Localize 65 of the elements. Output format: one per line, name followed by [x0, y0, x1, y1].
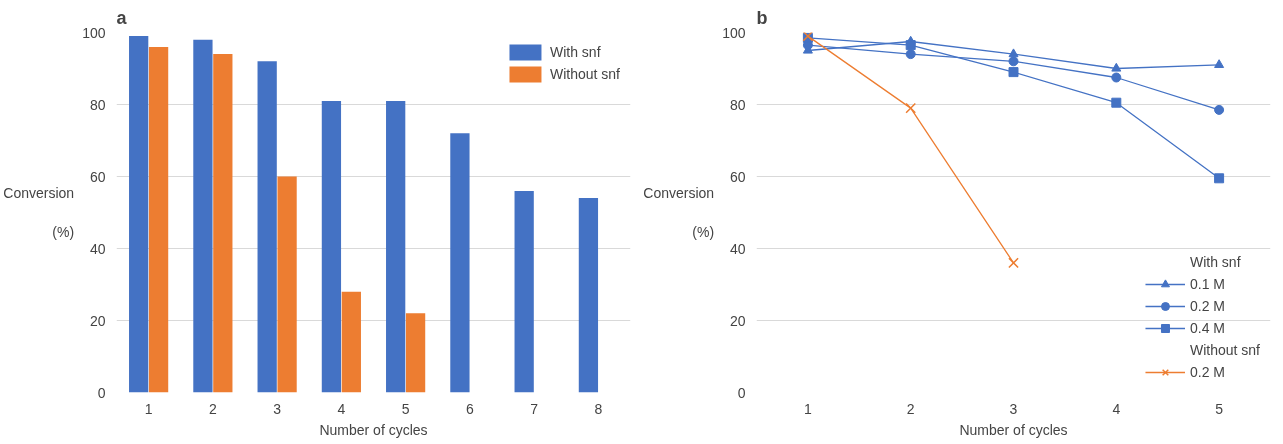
- point: [1008, 67, 1019, 78]
- point: [1111, 97, 1122, 108]
- point: [905, 102, 917, 114]
- point: [905, 49, 916, 60]
- chart-title: a: [116, 7, 128, 28]
- point: [1008, 56, 1019, 67]
- x-tick-label: 1: [144, 400, 153, 417]
- y-tick-label: 60: [89, 168, 106, 185]
- point: [1008, 48, 1019, 58]
- y-tick-label: 60: [729, 168, 746, 185]
- y-tick-label: 100: [722, 24, 746, 41]
- y-tick-label: 20: [729, 312, 746, 329]
- y-tick-label: 80: [729, 96, 746, 113]
- point: [905, 40, 916, 51]
- text: Conversion (%): [3, 185, 75, 240]
- legend-label: With snf: [549, 44, 601, 60]
- bar: [277, 176, 297, 393]
- point: [1214, 59, 1225, 68]
- x-tick-label: 4: [337, 400, 346, 417]
- x-tick-label: 1: [804, 400, 813, 417]
- legend-label: 0.2 M: [1189, 364, 1225, 380]
- bar: [341, 291, 361, 393]
- point: [1214, 104, 1225, 115]
- bar: [129, 36, 149, 393]
- legend-label: Without snf: [549, 66, 620, 82]
- bar: [386, 100, 406, 393]
- annotation: Without snf: [1189, 342, 1260, 358]
- x-tick-label: 3: [273, 400, 282, 417]
- y-tick-label: 0: [97, 384, 106, 401]
- point: [1214, 173, 1225, 184]
- x-tick-label: 6: [465, 400, 474, 417]
- y-tick-label: 0: [737, 384, 746, 401]
- x-tick-label: 5: [1215, 400, 1224, 417]
- point: [1111, 62, 1122, 72]
- bar: [257, 61, 277, 393]
- x-tick-label: 7: [530, 400, 539, 417]
- y-tick-label: 20: [89, 312, 106, 329]
- y-tick-label: 100: [82, 24, 106, 41]
- bar: [321, 100, 342, 393]
- x-tick-label: 5: [401, 400, 410, 417]
- legend-label: 0.1 M: [1189, 276, 1225, 292]
- legend-label: 0.4 M: [1189, 320, 1225, 336]
- point: [1008, 257, 1019, 269]
- bar: [148, 46, 169, 393]
- annotation: With snf: [1189, 254, 1241, 270]
- x-axis-title: Number of cycles: [959, 421, 1068, 438]
- x-tick-label: 2: [208, 400, 217, 417]
- bar: [450, 133, 470, 393]
- bar: [578, 198, 599, 393]
- x-tick-label: 4: [1112, 400, 1121, 417]
- x-axis-title: Number of cycles: [319, 421, 428, 438]
- x-tick-label: 2: [906, 400, 915, 417]
- x-tick-label: 8: [594, 400, 603, 417]
- bar: [213, 54, 233, 393]
- bar: [193, 39, 213, 393]
- y-tick-label: 80: [89, 96, 106, 113]
- bar: [405, 313, 426, 393]
- text: Conversion (%): [643, 185, 715, 240]
- y-tick-label: 40: [729, 240, 746, 257]
- point: [1111, 72, 1122, 83]
- bar: [514, 190, 534, 393]
- x-tick-label: 3: [1009, 400, 1018, 417]
- legend-label: 0.2 M: [1189, 298, 1225, 314]
- y-tick-label: 40: [89, 240, 106, 257]
- chart-title: b: [756, 7, 768, 28]
